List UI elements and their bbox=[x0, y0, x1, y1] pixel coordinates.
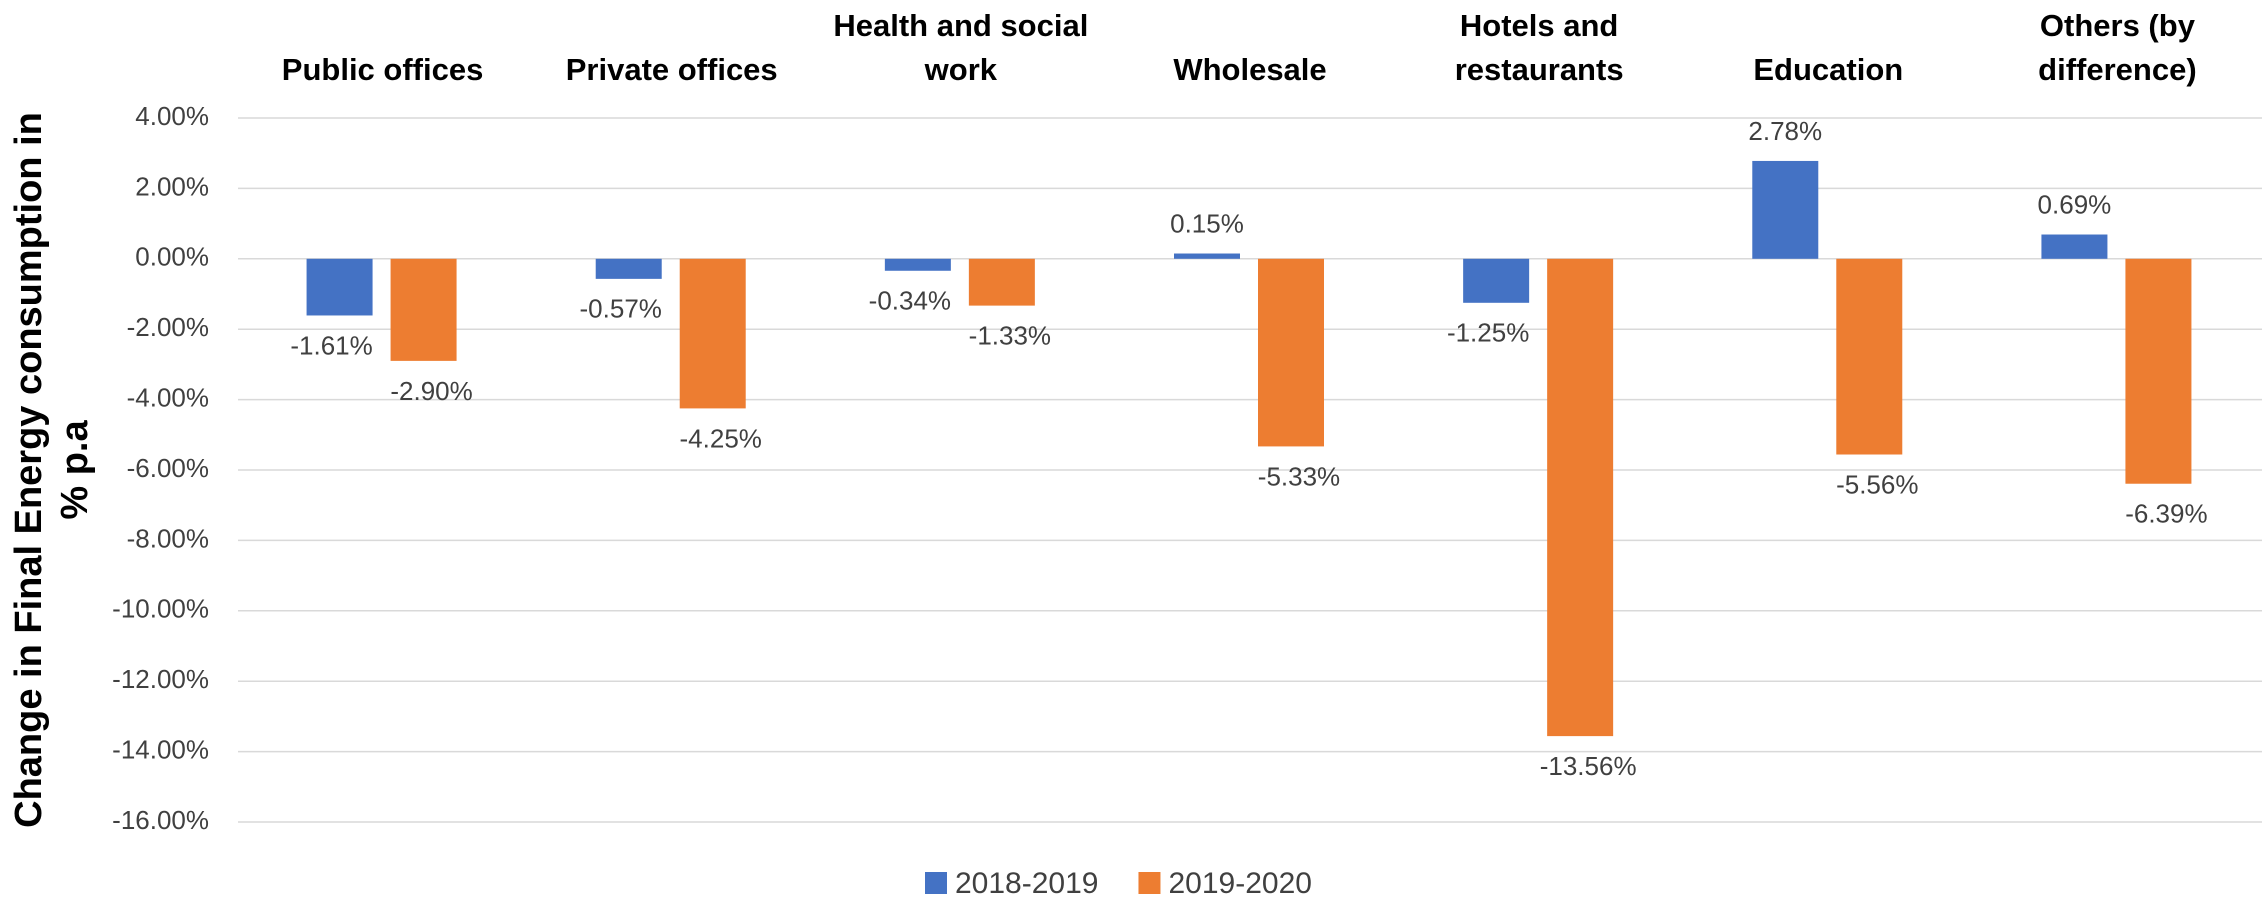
category-label: Hotels and restaurants bbox=[1454, 8, 1624, 87]
legend-swatch bbox=[925, 872, 947, 894]
data-label: -2.90% bbox=[390, 376, 472, 406]
y-tick-label: -8.00% bbox=[127, 523, 209, 553]
y-tick-label: -10.00% bbox=[112, 594, 209, 624]
y-tick-label: -4.00% bbox=[127, 382, 209, 412]
data-label: 2.78% bbox=[1748, 116, 1822, 146]
bar bbox=[1836, 258, 1903, 455]
y-tick-label: 0.00% bbox=[135, 242, 209, 272]
bar bbox=[884, 258, 951, 271]
category-label: Private offices bbox=[565, 52, 778, 87]
data-label: -0.57% bbox=[580, 294, 662, 324]
category-label: Wholesale bbox=[1173, 52, 1327, 87]
bar bbox=[390, 258, 457, 361]
legend-swatch bbox=[1138, 872, 1161, 894]
data-label: -5.33% bbox=[1258, 461, 1340, 491]
y-tick-label: 4.00% bbox=[135, 101, 209, 131]
legend-label: 2018-2019 bbox=[955, 867, 1098, 900]
y-tick-label: -12.00% bbox=[112, 664, 209, 694]
bar bbox=[679, 258, 746, 409]
bar bbox=[2125, 258, 2192, 484]
bar bbox=[1463, 258, 1530, 303]
y-tick-label: -2.00% bbox=[127, 312, 209, 342]
category-label: Public offices bbox=[281, 52, 484, 87]
legend-label: 2019-2020 bbox=[1168, 867, 1311, 900]
data-label: -5.56% bbox=[1836, 469, 1918, 499]
data-label: 0.15% bbox=[1170, 208, 1244, 238]
data-label: -0.34% bbox=[869, 286, 951, 316]
category-label: Health and social work bbox=[833, 8, 1089, 87]
data-label: -1.25% bbox=[1447, 318, 1529, 348]
y-tick-label: 2.00% bbox=[135, 171, 209, 201]
y-tick-label: -16.00% bbox=[112, 805, 209, 835]
data-label: -6.39% bbox=[2125, 499, 2207, 529]
data-label: -4.25% bbox=[680, 423, 762, 453]
data-label: -1.61% bbox=[290, 330, 372, 360]
bar bbox=[968, 258, 1035, 306]
category-label: Education bbox=[1753, 52, 1904, 87]
bar bbox=[1174, 253, 1240, 259]
bar bbox=[595, 258, 662, 279]
data-label: -1.33% bbox=[969, 320, 1051, 350]
bar bbox=[306, 258, 373, 316]
bar bbox=[1547, 258, 1614, 737]
y-tick-label: -14.00% bbox=[112, 734, 209, 764]
category-label: Others (by difference) bbox=[2038, 8, 2197, 87]
bar bbox=[2041, 234, 2108, 259]
bar bbox=[1258, 258, 1324, 447]
y-axis-label: Change in Final Energy consumption in % … bbox=[8, 112, 96, 828]
data-label: 0.69% bbox=[2038, 189, 2112, 219]
y-tick-label: -6.00% bbox=[127, 453, 209, 483]
bar bbox=[1752, 160, 1819, 259]
data-label: -13.56% bbox=[1540, 751, 1637, 781]
